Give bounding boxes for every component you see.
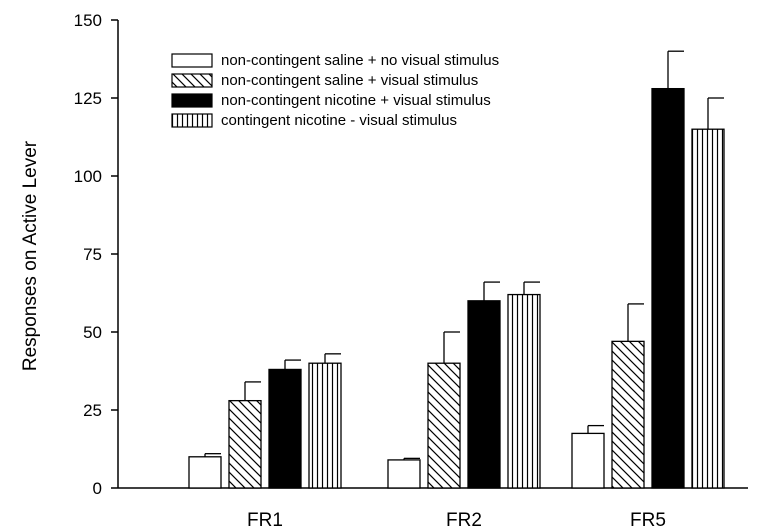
bars [188,50,725,489]
bar [467,300,501,489]
legend-swatch [171,73,213,88]
legend-swatch [171,53,213,68]
x-tick-label: FR2 [446,510,482,530]
legend-label: non-contingent saline + no visual stimul… [221,52,499,69]
y-tick-label: 0 [93,479,102,498]
x-axis: FR1 FR2 FR5 [118,487,748,530]
x-tick-label: FR1 [247,510,283,530]
y-tick-label: 100 [74,167,102,186]
legend-label: non-contingent nicotine + visual stimulu… [221,92,491,109]
bar [308,362,342,489]
bar [611,340,645,489]
bar [691,128,725,489]
y-tick-label: 50 [83,323,102,342]
legend: non-contingent saline + no visual stimul… [171,52,499,129]
y-tick-label: 150 [74,11,102,30]
bar [651,87,685,489]
bar [268,368,302,489]
bar [188,456,222,489]
legend-swatch [171,113,213,128]
bar [571,432,605,489]
legend-label: contingent nicotine - visual stimulus [221,112,457,129]
y-axis: 0 25 50 75 100 125 150 [74,11,119,498]
y-axis-title: Responses on Active Lever [20,140,41,371]
x-tick-label: FR5 [630,510,666,530]
legend-swatch [171,93,213,108]
bar [507,293,541,489]
bar [427,362,461,489]
bar [387,459,421,489]
y-tick-label: 75 [83,245,102,264]
y-tick-label: 125 [74,89,102,108]
bar [228,399,262,489]
legend-label: non-contingent saline + visual stimulus [221,72,478,89]
y-tick-label: 25 [83,401,102,420]
